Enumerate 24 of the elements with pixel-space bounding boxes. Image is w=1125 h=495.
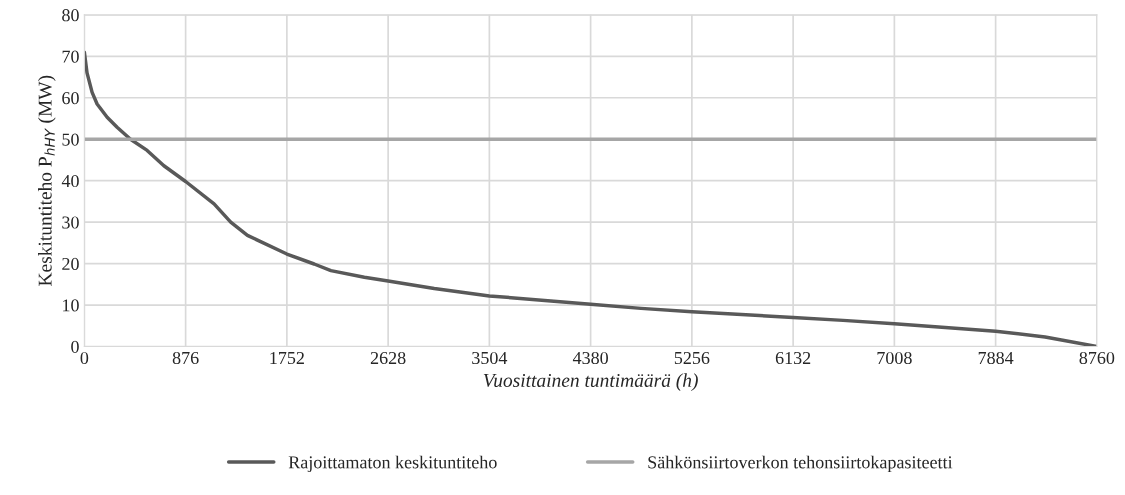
x-tick-label: 7008: [877, 351, 912, 365]
x-tick-label: 1752: [270, 351, 304, 365]
x-tick-label: 6132: [775, 351, 811, 365]
x-tick-label: 3504: [472, 351, 508, 365]
y-tick-label: 40: [61, 174, 79, 188]
x-tick-label: 876: [172, 351, 199, 365]
y-tick-label: 60: [62, 92, 79, 105]
x-tick-label: 0: [80, 351, 89, 365]
x-tick-label: 4380: [572, 351, 608, 365]
y-tick-label: 70: [62, 50, 79, 63]
y-tick-label: 20: [62, 257, 79, 271]
y-axis-title: Keskituntiteho P$_{hHY}$ (MW): [38, 75, 56, 286]
x-tick-label: 5256: [674, 351, 710, 365]
y-tick-label: 50: [62, 133, 79, 146]
legend-label: Sähkönsiirtoverkon tehonsiirtokapasiteetti: [648, 455, 953, 473]
y-tick-label: 0: [71, 340, 79, 353]
x-tick-label: 2628: [370, 351, 406, 365]
y-tick-label: 10: [63, 299, 79, 312]
x-axis-title: Vuosittainen tuntimäärä (h): [483, 373, 698, 391]
x-tick-label: 7884: [978, 351, 1014, 365]
y-tick-label: 80: [62, 9, 79, 22]
x-tick-label: 8760: [1079, 351, 1115, 365]
legend-label: Rajoittamaton keskituntiteho: [288, 455, 497, 473]
y-tick-label: 30: [62, 216, 79, 229]
